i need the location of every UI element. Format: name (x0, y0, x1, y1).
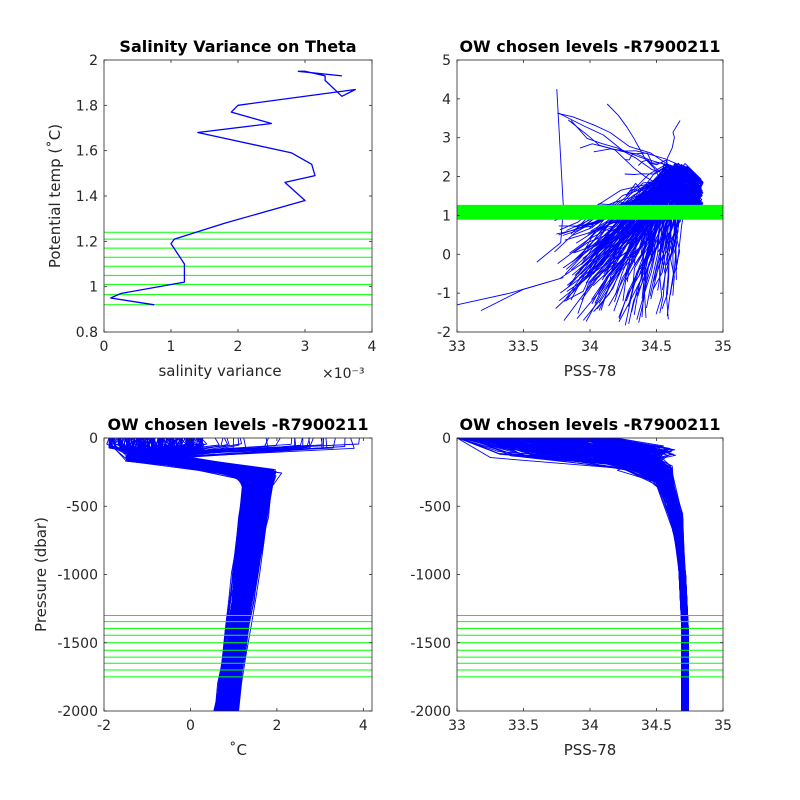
x-tick-label: 35 (714, 339, 732, 355)
y-tick-label: 1.8 (76, 98, 98, 114)
y-tick-label: 0 (442, 247, 451, 263)
temp-profile-line (133, 438, 266, 711)
x-tick-label: 34.5 (641, 718, 672, 734)
y-tick-label: -1000 (57, 568, 98, 584)
y-tick-label: 4 (442, 92, 451, 108)
y-tick-label: -2000 (57, 704, 98, 720)
x-axis-label: salinity variance (158, 362, 281, 380)
x-tick-label: 4 (368, 339, 377, 355)
ts-profile-line (579, 143, 688, 216)
salinity-profile-line (531, 438, 688, 711)
salinity-profile-line (487, 438, 683, 711)
y-tick-label: 0 (442, 431, 451, 447)
y-tick-label: 1.2 (76, 234, 98, 250)
x-axis-label: PSS-78 (564, 362, 617, 380)
salinity-profile-line (487, 438, 685, 711)
y-tick-label: 1 (442, 208, 451, 224)
x-tick-label: 2 (234, 339, 243, 355)
x-tick-label: 3 (301, 339, 310, 355)
y-tick-label: 1 (89, 280, 98, 296)
x-tick-label: 35 (714, 718, 732, 734)
chart-title: OW chosen levels -R7900211 (459, 37, 720, 56)
x-tick-label: 1 (167, 339, 176, 355)
y-tick-label: 2 (89, 53, 98, 69)
temp-profile-line (149, 438, 253, 711)
temp-profile-line (149, 438, 255, 711)
salinity-profile-line (570, 438, 684, 711)
y-tick-label: -2000 (410, 704, 451, 720)
chart-sp: 33 33.5 34 34.5 35 -2000 -1500 -1000 -500 0 OW cho… (410, 415, 732, 759)
y-tick-label: -1000 (410, 568, 451, 584)
y-tick-label: -500 (419, 499, 451, 515)
chart-title: OW chosen levels -R7900211 (459, 415, 720, 434)
ts-profile-line (536, 89, 564, 263)
y-tick-label: 0.8 (76, 325, 98, 341)
ts-profile-line (570, 182, 689, 301)
chart-tp: -2 0 2 4 -2000 -1500 -1000 -500 0 OW chosen level… (32, 415, 373, 759)
ts-profile-line (655, 180, 686, 315)
x-tick-label: 4 (359, 718, 368, 734)
variance-profile-line (110, 70, 356, 306)
ts-profile-line (667, 189, 704, 217)
y-tick-label: 5 (442, 53, 451, 69)
y-tick-label: 3 (442, 131, 451, 147)
temp-profile-line (163, 438, 253, 711)
ts-profile-line (665, 167, 690, 320)
temp-profile-line (110, 438, 259, 711)
x-tick-label: 33 (448, 718, 466, 734)
x-tick-label: 33.5 (508, 718, 539, 734)
chart-title: Salinity Variance on Theta (119, 37, 356, 56)
y-axis-label: Pressure (dbar) (32, 517, 50, 632)
ts-profile-line (644, 177, 691, 319)
y-tick-label: 0 (89, 431, 98, 447)
ts-profile-line (568, 119, 688, 216)
plot-area (104, 70, 372, 306)
x-tick-label: 2 (272, 718, 281, 734)
y-tick-label: 1.4 (76, 189, 98, 205)
y-axis-label: Potential temp (˚C) (46, 124, 64, 268)
y-tick-label: 1.6 (76, 144, 98, 160)
ts-profile-line (480, 277, 564, 312)
x-tick-label: 34.5 (641, 339, 672, 355)
ts-profile-line (610, 168, 696, 275)
x-tick-label: 34 (581, 718, 599, 734)
ts-profile-line (564, 167, 695, 275)
x-tick-label: 33.5 (508, 339, 539, 355)
ts-profile-line (642, 172, 702, 270)
temp-profile-line (130, 438, 246, 711)
salinity-profile-line (474, 438, 686, 711)
plot-area (104, 438, 372, 711)
ts-profile-line (661, 176, 688, 266)
x-axis-label: ˚C (229, 741, 247, 759)
plot-area (457, 438, 723, 711)
x-tick-label: 0 (100, 339, 109, 355)
y-tick-label: 2 (442, 170, 451, 186)
chart-title: OW chosen levels -R7900211 (107, 415, 368, 434)
temp-profile-line (111, 438, 272, 711)
ts-profile-line (604, 164, 684, 246)
x-tick-label: 34 (581, 339, 599, 355)
salinity-profile-line (573, 438, 685, 711)
y-tick-label: -1500 (410, 636, 451, 652)
temp-profile-line (126, 438, 251, 711)
y-tick-label: -1500 (57, 636, 98, 652)
chart-salvar: 0 1 2 3 4 0.8 1 1.2 1.4 1.6 1.8 2 Salinity Variance … (46, 37, 377, 382)
plot-area (457, 89, 723, 326)
y-tick-label: -500 (66, 499, 98, 515)
x-axis-exponent: ×10⁻³ (322, 366, 365, 382)
x-tick-label: 0 (186, 718, 195, 734)
x-tick-label: -2 (97, 718, 111, 734)
y-tick-label: -2 (437, 325, 451, 341)
x-tick-label: 33 (448, 339, 466, 355)
temp-profile-line (140, 438, 272, 711)
y-tick-label: -1 (437, 286, 451, 302)
x-axis-label: PSS-78 (564, 741, 617, 759)
